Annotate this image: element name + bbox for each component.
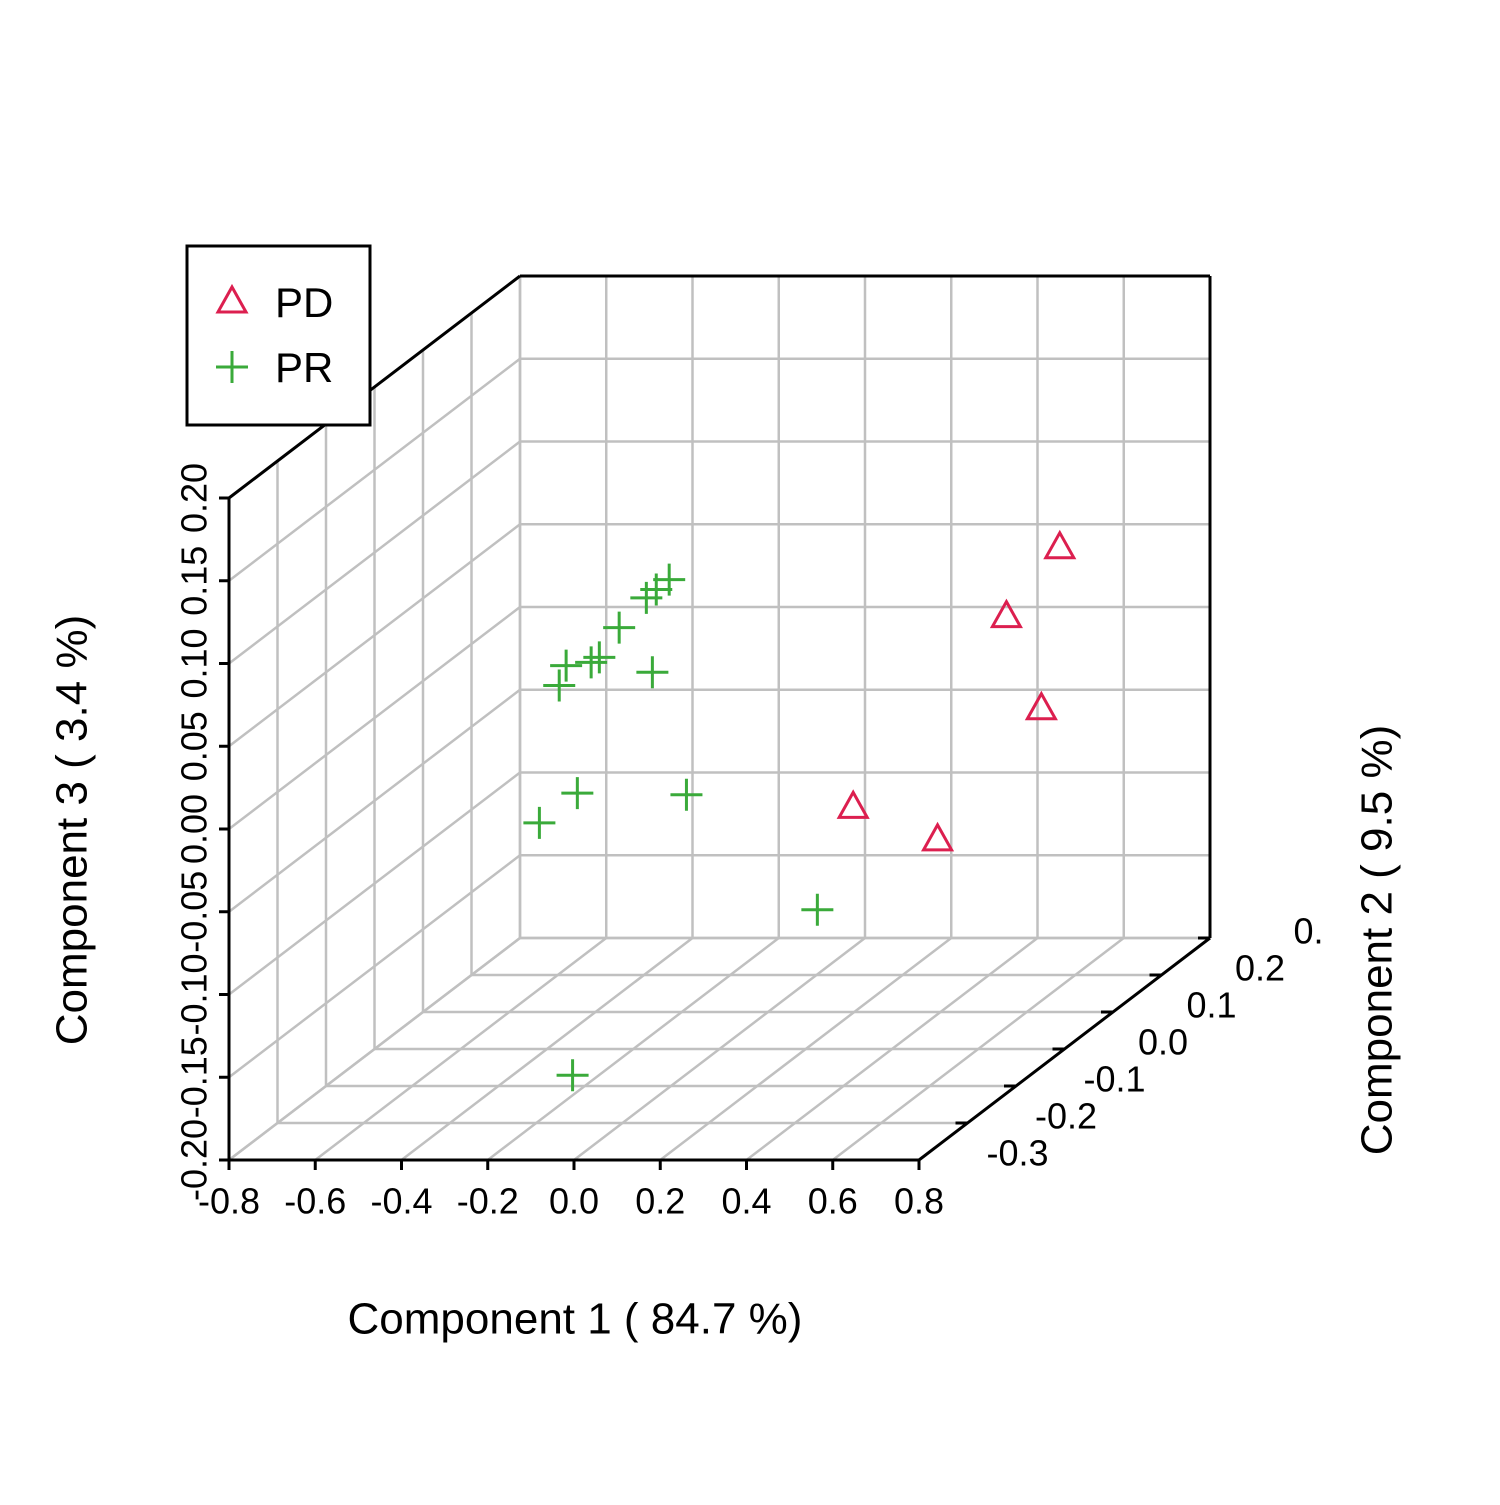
point: [989, 598, 1023, 629]
x-tick-label: 0.0: [549, 1181, 599, 1222]
point: [550, 649, 583, 682]
x-tick-label: 0.2: [635, 1181, 685, 1222]
y-tick-label: 0.0: [1138, 1022, 1188, 1063]
point: [1043, 529, 1077, 560]
point: [630, 581, 663, 614]
y-tick-label: -0.3: [986, 1133, 1048, 1174]
grid: [228, 274, 1212, 1161]
z-tick-label: 0.00: [174, 794, 215, 864]
point: [1024, 690, 1058, 721]
z-tick-label: 0.15: [174, 546, 215, 616]
z-tick-label: 0.20: [174, 463, 215, 533]
z-tick-label: -0.20: [174, 1119, 215, 1201]
points: [523, 529, 1077, 1092]
x-axis-title: Component 1 ( 84.7 %): [348, 1295, 803, 1344]
point: [801, 893, 834, 926]
z-tick-label: -0.05: [174, 871, 215, 953]
point: [523, 806, 556, 839]
z-tick-label: 0.10: [174, 628, 215, 698]
legend-marker: [216, 351, 248, 383]
x-tick-label: -0.6: [284, 1181, 346, 1222]
x-tick-label: 0.4: [721, 1181, 771, 1222]
box-edge: [228, 274, 521, 500]
point: [920, 821, 955, 852]
z-tick-label: 0.05: [174, 711, 215, 781]
point: [670, 778, 703, 811]
x-tick-label: -0.8: [198, 1181, 260, 1222]
legend-label: PD: [275, 279, 333, 326]
legend-marker: [215, 283, 249, 314]
x-tick-label: -0.4: [370, 1181, 432, 1222]
z-tick-label: -0.10: [174, 953, 215, 1035]
x-tick-label: -0.2: [457, 1181, 519, 1222]
point: [583, 641, 616, 674]
x-tick-label: 0.6: [808, 1181, 858, 1222]
point: [836, 789, 870, 819]
y-tick-label: 0.1: [1186, 985, 1236, 1026]
legend-label: PR: [275, 344, 333, 391]
x-tick-label: 0.8: [894, 1181, 944, 1222]
z-axis-title: Component 3 ( 3.4 %): [48, 615, 97, 1045]
point: [543, 669, 576, 702]
point: [603, 611, 636, 644]
y-tick-label: 0.: [1293, 911, 1323, 952]
y-axis-title: Component 2 ( 9.5 %): [1353, 725, 1402, 1155]
point: [561, 777, 594, 810]
point: [636, 656, 669, 689]
y-tick-label: 0.2: [1235, 948, 1285, 989]
point: [575, 646, 608, 679]
legend-box: [185, 244, 372, 427]
legend: PD PR: [185, 244, 372, 427]
y-tick-label: -0.1: [1083, 1059, 1145, 1100]
point: [556, 1059, 589, 1092]
z-tick-label: -0.15: [174, 1036, 215, 1118]
frame: [219, 274, 1212, 1170]
y-tick-label: -0.2: [1035, 1096, 1097, 1137]
labels: -0.8 -0.6 -0.4 -0.2 0.0 0.2 0.4 0.6 0.8-0.20-0.1…: [174, 463, 1324, 1222]
